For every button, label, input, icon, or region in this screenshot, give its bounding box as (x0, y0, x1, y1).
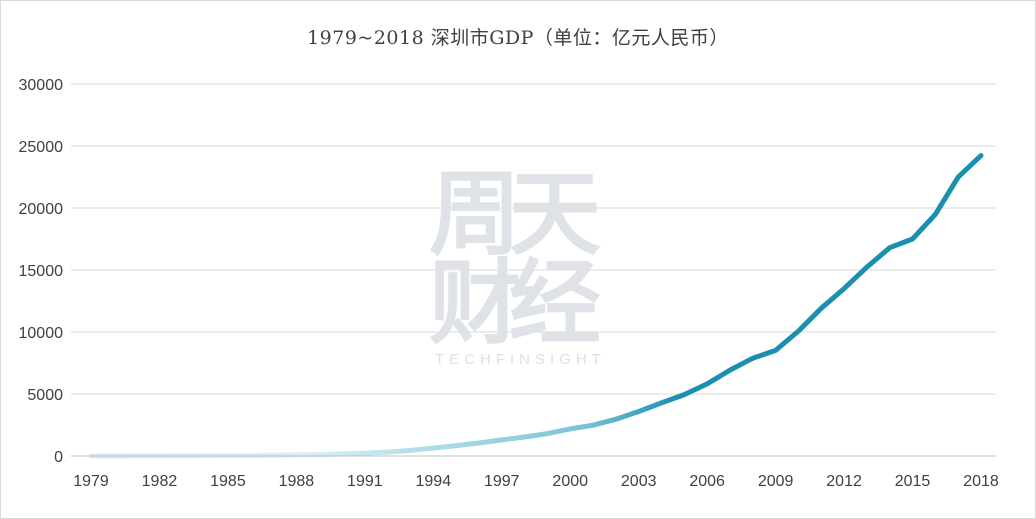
x-tick-label: 2003 (621, 473, 657, 490)
y-tick-label: 25000 (19, 139, 64, 156)
x-tick-label: 2015 (895, 473, 931, 490)
watermark-char: 周 (429, 161, 521, 268)
y-tick-label: 15000 (19, 263, 64, 280)
x-tick-label: 1991 (347, 473, 383, 490)
x-tick-label: 2018 (963, 473, 999, 490)
y-tick-label: 0 (54, 449, 63, 466)
y-tick-label: 30000 (19, 77, 64, 94)
x-tick-label: 2006 (689, 473, 725, 490)
y-tick-label: 5000 (27, 387, 63, 404)
x-tick-label: 1997 (484, 473, 520, 490)
watermark: 周 天 财 经 TECHFINSIGHT (429, 161, 606, 368)
x-tick-label: 1982 (142, 473, 178, 490)
watermark-char: 经 (509, 250, 601, 357)
x-tick-label: 1994 (416, 473, 452, 490)
x-tick-label: 1985 (210, 473, 246, 490)
x-tick-label: 1988 (279, 473, 315, 490)
x-tick-label: 2000 (552, 473, 588, 490)
x-tick-label: 2009 (758, 473, 794, 490)
watermark-char: 财 (429, 250, 521, 357)
chart-title: 1979~2018 深圳市GDP（单位：亿元人民币） (307, 27, 729, 49)
x-tick-label: 1979 (73, 473, 109, 490)
y-tick-label: 20000 (19, 201, 64, 218)
x-tick-label: 2012 (826, 473, 862, 490)
y-tick-label: 10000 (19, 325, 64, 342)
watermark-char: 天 (509, 161, 601, 268)
watermark-subtitle: TECHFINSIGHT (435, 351, 606, 368)
